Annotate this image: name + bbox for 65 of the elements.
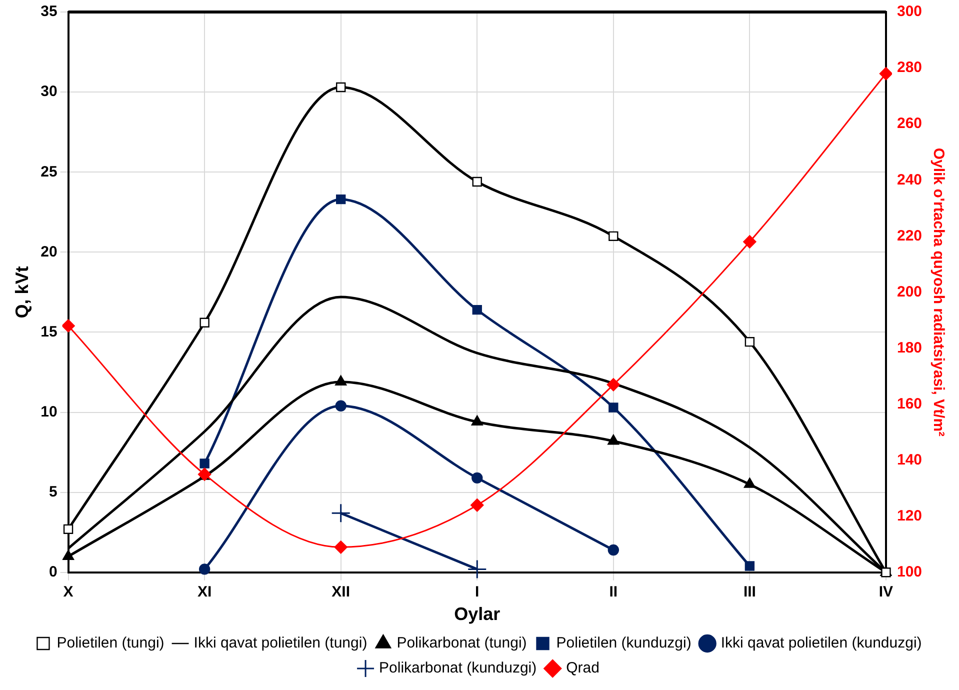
point: [198, 564, 210, 575]
x-tick-label: III: [743, 584, 756, 601]
point: [336, 194, 346, 204]
y2-tick-label: 220: [896, 227, 922, 244]
y2-tick-label: 140: [896, 451, 922, 468]
point: [200, 458, 210, 468]
point: [331, 503, 351, 523]
point: [744, 561, 755, 571]
legend-label: Polikarbonat (kunduzgi): [379, 660, 537, 677]
y2-tick-label: 240: [896, 171, 922, 188]
point: [606, 378, 620, 392]
y-tick-label: 35: [40, 3, 58, 20]
y-tick-label: 5: [48, 483, 58, 500]
y-tick-label: 20: [40, 243, 58, 260]
x-tick-label: X: [63, 584, 74, 601]
legend-label: Polikarbonat (tungi): [396, 634, 527, 652]
y2-tick-label: 280: [896, 59, 922, 76]
y2-axis-title: Oylik o'rtacha quyosh radiatsiyasi, Vt/m²: [930, 148, 947, 437]
y2-tick-label: 160: [896, 395, 922, 412]
y-tick-label: 15: [40, 323, 58, 340]
point: [470, 498, 484, 512]
point: [881, 568, 891, 578]
point: [63, 524, 74, 534]
point: [200, 318, 210, 328]
point: [744, 336, 755, 347]
x-axis-title: Oylar: [454, 604, 500, 624]
point: [472, 304, 482, 315]
y2-tick-label: 300: [896, 3, 922, 20]
y-tick-label: 30: [40, 83, 58, 100]
legend-label: Polietilen (kunduzgi): [556, 634, 692, 652]
legend-label: Ikki qavat polietilen (kunduzgi): [720, 634, 922, 652]
y-tick-label: 0: [48, 564, 58, 581]
legend-label: Ikki qavat polietilen (tungi): [194, 634, 368, 652]
point: [62, 319, 75, 332]
x-tick-label: XI: [197, 584, 212, 601]
x-tick-label: II: [609, 584, 618, 601]
y2-tick-label: 180: [896, 339, 922, 356]
y-axis-title: Q, kVt: [12, 266, 32, 318]
x-tick-label: I: [475, 584, 480, 601]
point: [336, 82, 346, 92]
point: [608, 231, 618, 242]
y2-tick-label: 200: [896, 283, 922, 300]
y2-tick-label: 120: [896, 508, 922, 524]
point: [744, 478, 756, 488]
x-tick-label: IV: [878, 584, 894, 601]
y2-tick-label: 100: [896, 564, 922, 581]
point: [62, 550, 74, 560]
point: [471, 415, 483, 426]
legend-label: Qrad: [566, 660, 600, 677]
y-tick-label: 10: [40, 403, 58, 420]
point: [467, 559, 487, 578]
point: [472, 176, 482, 187]
y-tick-label: 25: [40, 163, 58, 180]
point: [879, 67, 892, 80]
point: [608, 402, 618, 412]
legend-label: Polietilen (tungi): [56, 634, 164, 652]
point: [608, 434, 620, 445]
point: [608, 544, 620, 556]
y2-tick-label: 260: [896, 115, 922, 132]
point: [335, 375, 347, 386]
point: [334, 540, 348, 554]
x-tick-label: XII: [332, 584, 350, 601]
point: [472, 472, 483, 484]
point: [743, 235, 756, 248]
point: [335, 400, 346, 412]
